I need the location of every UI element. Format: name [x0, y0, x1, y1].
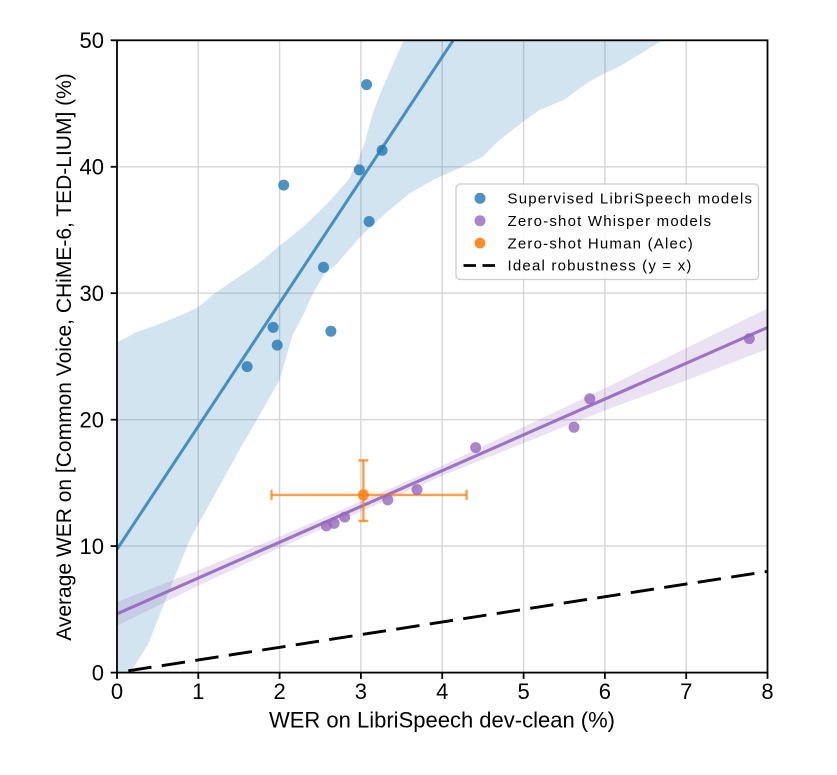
svg-text:2: 2	[273, 679, 285, 704]
svg-text:Supervised LibriSpeech models: Supervised LibriSpeech models	[508, 191, 754, 208]
svg-text:5: 5	[517, 679, 529, 704]
svg-text:50: 50	[80, 28, 104, 53]
svg-text:Zero-shot Whisper models: Zero-shot Whisper models	[508, 213, 713, 230]
svg-text:Zero-shot Human (Alec): Zero-shot Human (Alec)	[508, 235, 694, 252]
svg-text:1: 1	[192, 679, 204, 704]
svg-text:0: 0	[92, 661, 104, 686]
svg-text:0: 0	[111, 679, 123, 704]
svg-text:3: 3	[355, 679, 367, 704]
svg-text:20: 20	[80, 408, 104, 433]
svg-text:Average WER on [Common Voice,: Average WER on [Common Voice, CHiME-6, T…	[53, 73, 76, 641]
svg-text:40: 40	[80, 155, 104, 180]
svg-text:Ideal robustness (y = x): Ideal robustness (y = x)	[508, 258, 693, 275]
svg-text:6: 6	[599, 679, 611, 704]
svg-text:30: 30	[80, 281, 104, 306]
svg-text:4: 4	[436, 679, 448, 704]
svg-text:10: 10	[80, 534, 104, 559]
svg-text:7: 7	[680, 679, 692, 704]
svg-text:WER on LibriSpeech dev-clean (: WER on LibriSpeech dev-clean (%)	[269, 707, 615, 732]
svg-text:8: 8	[761, 679, 773, 704]
